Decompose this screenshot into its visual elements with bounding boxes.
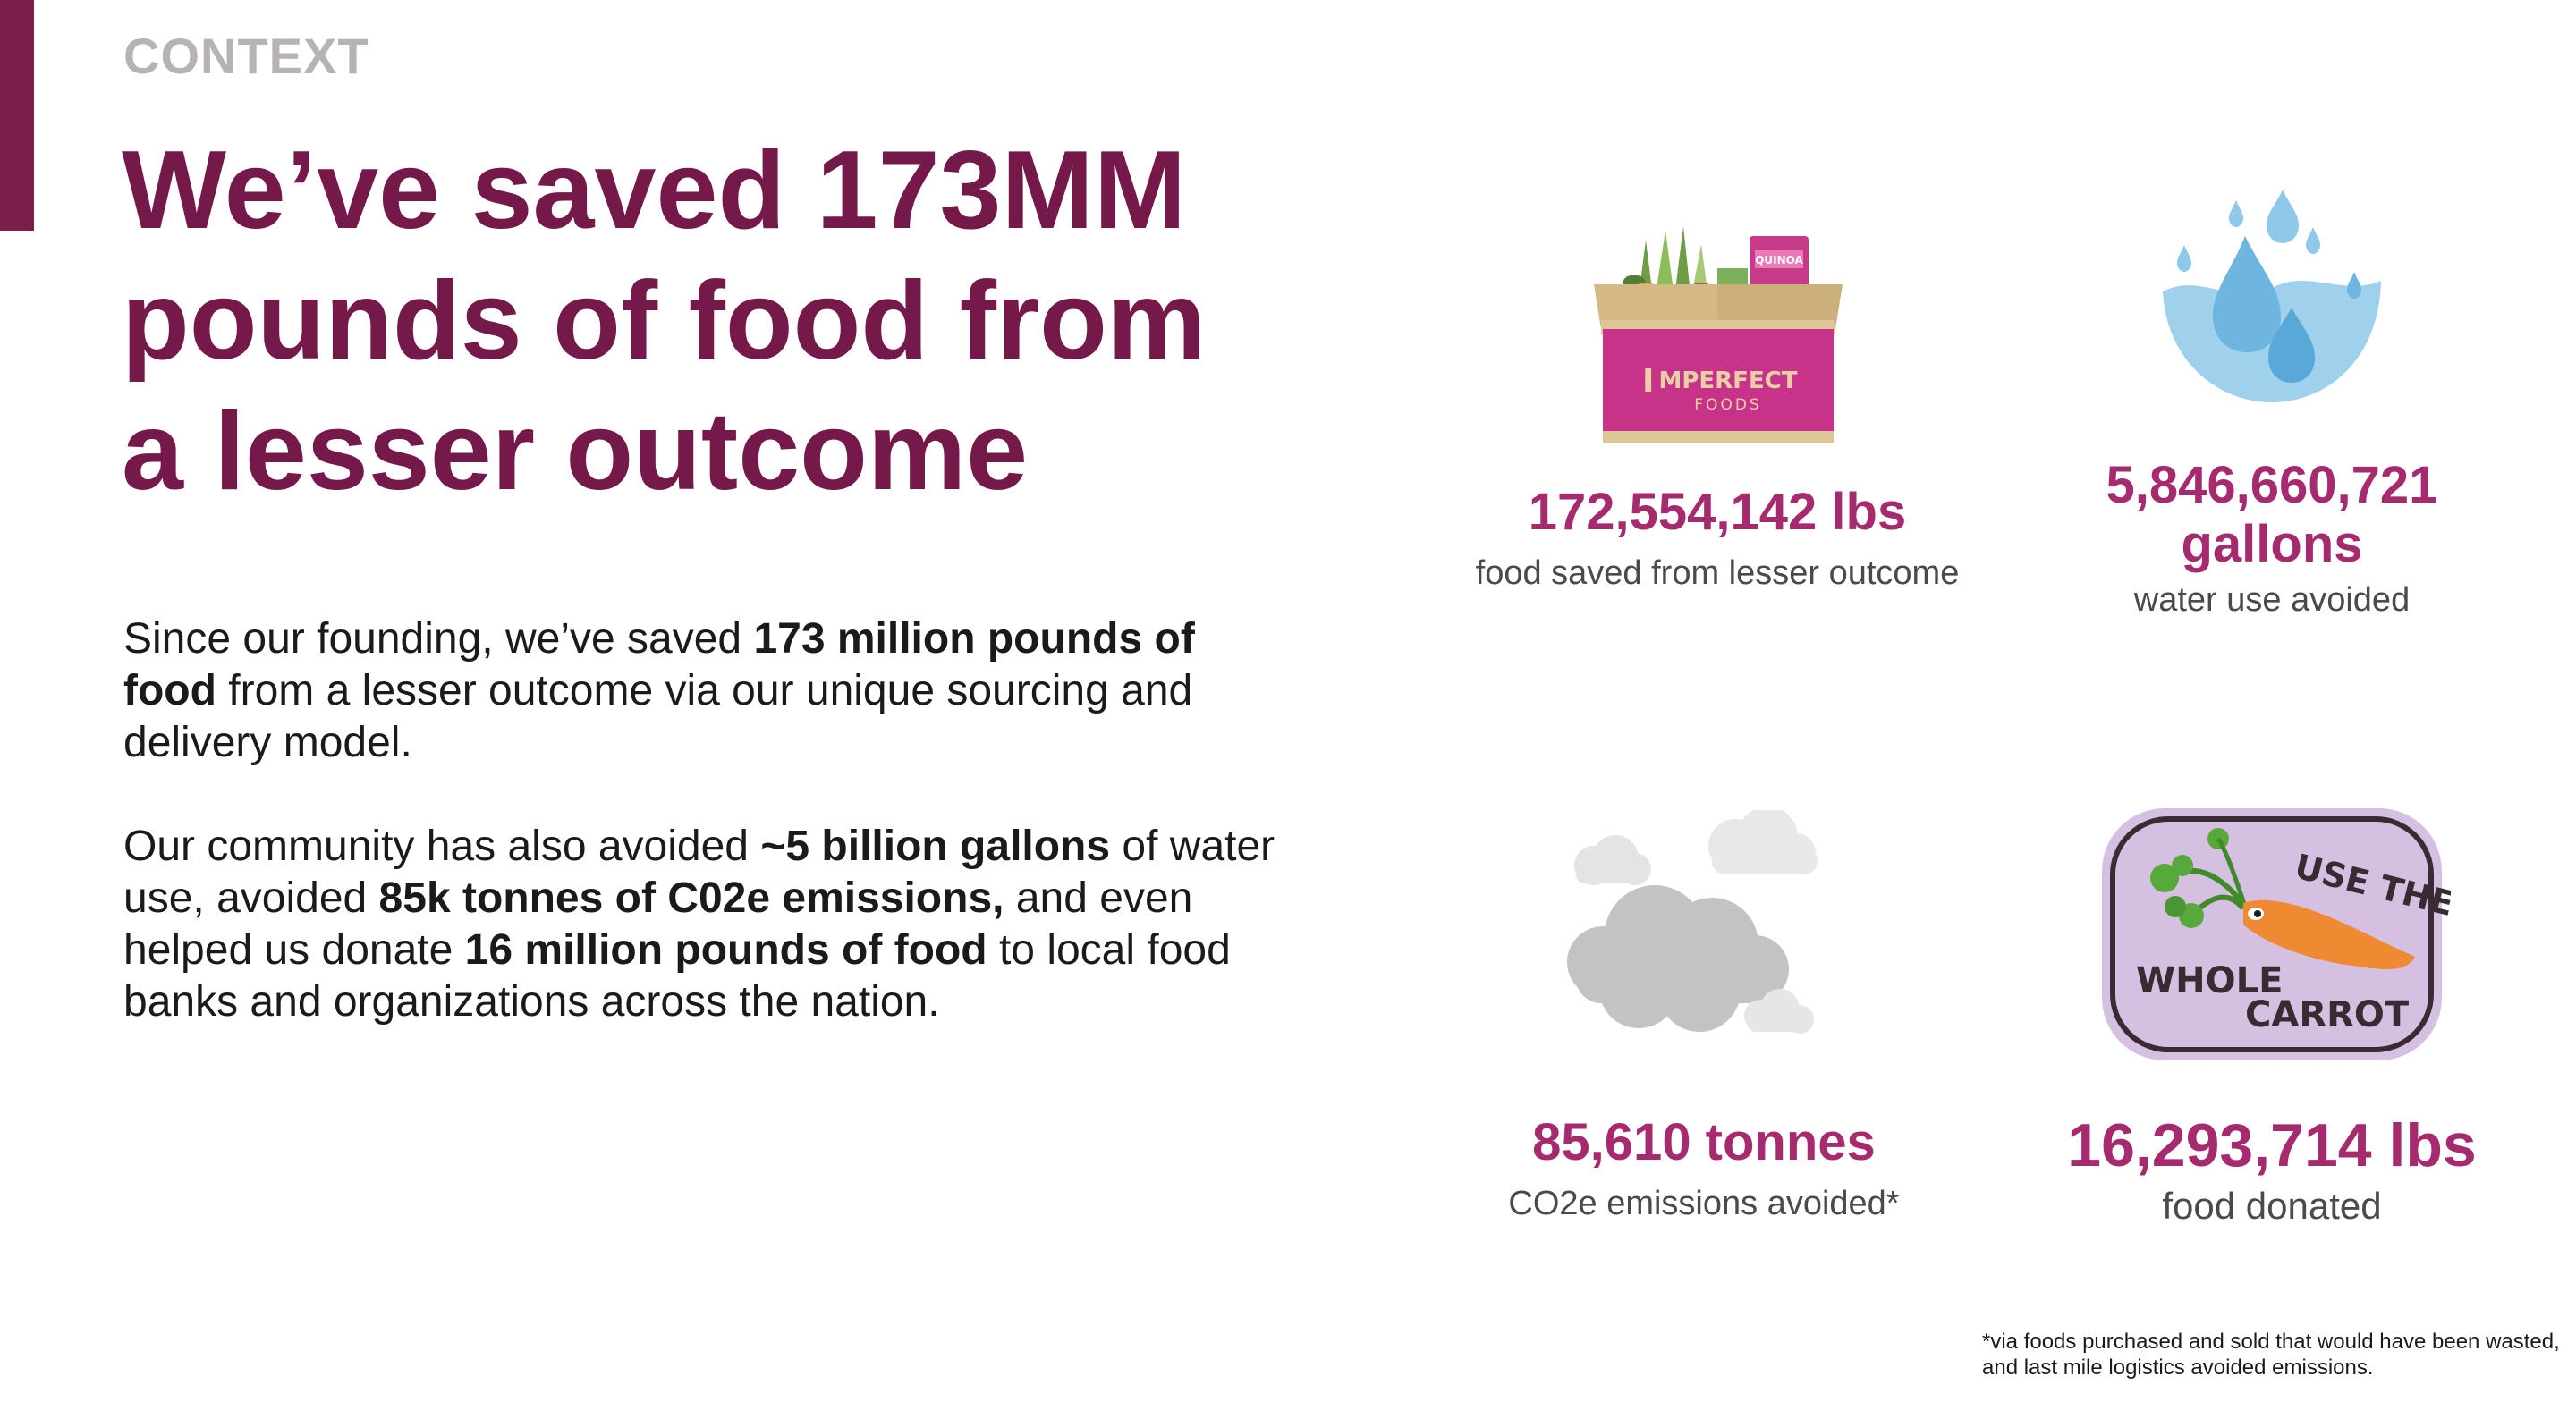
- stat-label: food donated: [2162, 1185, 2382, 1227]
- stat-value: 172,554,142 lbs: [1528, 483, 1907, 541]
- produce-box-icon: QUINOA I MPERFECT FOODS: [1594, 226, 1843, 443]
- stat-emissions-avoided: 85,610 tonnes CO2e emissions avoided*: [1431, 1113, 1977, 1224]
- bold-run: 85k tonnes of C02e emissions,: [378, 874, 1004, 922]
- badge-text-whole: WHOLE: [2136, 960, 2283, 1001]
- stat-value: 85,610 tonnes: [1532, 1113, 1876, 1171]
- text-run: Our community has also avoided: [123, 823, 761, 870]
- box-brand-name: MPERFECT: [1658, 367, 1797, 394]
- page-headline: We’ve saved 173MM pounds of food from a …: [122, 125, 1392, 517]
- stat-water-avoided: 5,846,660,721 gallons water use avoided: [2057, 456, 2487, 621]
- box-brand-initial: I: [1642, 363, 1654, 400]
- stat-value: 16,293,714 lbs: [2067, 1111, 2477, 1179]
- text-run: and even helped us donate: [123, 874, 1193, 974]
- headline-line: pounds of food from: [122, 259, 1207, 383]
- stat-value: 5,846,660,721 gallons: [2057, 456, 2487, 574]
- carrot-badge-icon: USE THE WHOLE CARROT: [2102, 808, 2451, 1060]
- stat-label: CO2e emissions avoided*: [1508, 1185, 1900, 1222]
- headline-line: We’ve saved 173MM: [122, 129, 1187, 252]
- accent-bar: [0, 0, 34, 231]
- text-run: from a lesser outcome via our unique sou…: [123, 667, 1193, 766]
- headline-line: a lesser outcome: [122, 390, 1029, 513]
- body-paragraph-founding: Since our founding, we’ve saved 173 mill…: [123, 613, 1286, 769]
- stat-food-donated: 16,293,714 lbs food donated: [2012, 1111, 2531, 1227]
- stat-food-saved: 172,554,142 lbs food saved from lesser o…: [1431, 483, 2004, 594]
- water-drops-icon: [2163, 190, 2381, 402]
- body-paragraph-community: Our community has also avoided ~5 billio…: [123, 821, 1286, 1028]
- section-eyebrow: CONTEXT: [123, 28, 369, 84]
- bold-run: ~5 billion gallons: [760, 823, 1111, 870]
- text-run: of water use, avoided: [123, 823, 1275, 922]
- stat-value-line: gallons: [2181, 515, 2363, 573]
- bold-run: 173 million pounds of food: [123, 615, 1195, 714]
- badge-text-carrot: CARROT: [2245, 994, 2410, 1035]
- footnote: *via foods purchased and sold that would…: [1982, 1330, 2560, 1380]
- quinoa-label: QUINOA: [1755, 254, 1803, 266]
- text-run: to local food banks and organizations ac…: [123, 926, 1231, 1026]
- clouds-icon: [1567, 810, 1818, 1034]
- bold-run: 16 million pounds of food: [464, 926, 987, 974]
- body-copy: Since our founding, we’ve saved 173 mill…: [123, 613, 1286, 1028]
- stat-label: water use avoided: [2133, 581, 2411, 619]
- stat-label: food saved from lesser outcome: [1475, 554, 1960, 592]
- box-brand-sub: FOODS: [1694, 396, 1761, 414]
- stat-value-line: 5,846,660,721: [2106, 456, 2438, 514]
- text-run: Since our founding, we’ve saved: [123, 615, 754, 663]
